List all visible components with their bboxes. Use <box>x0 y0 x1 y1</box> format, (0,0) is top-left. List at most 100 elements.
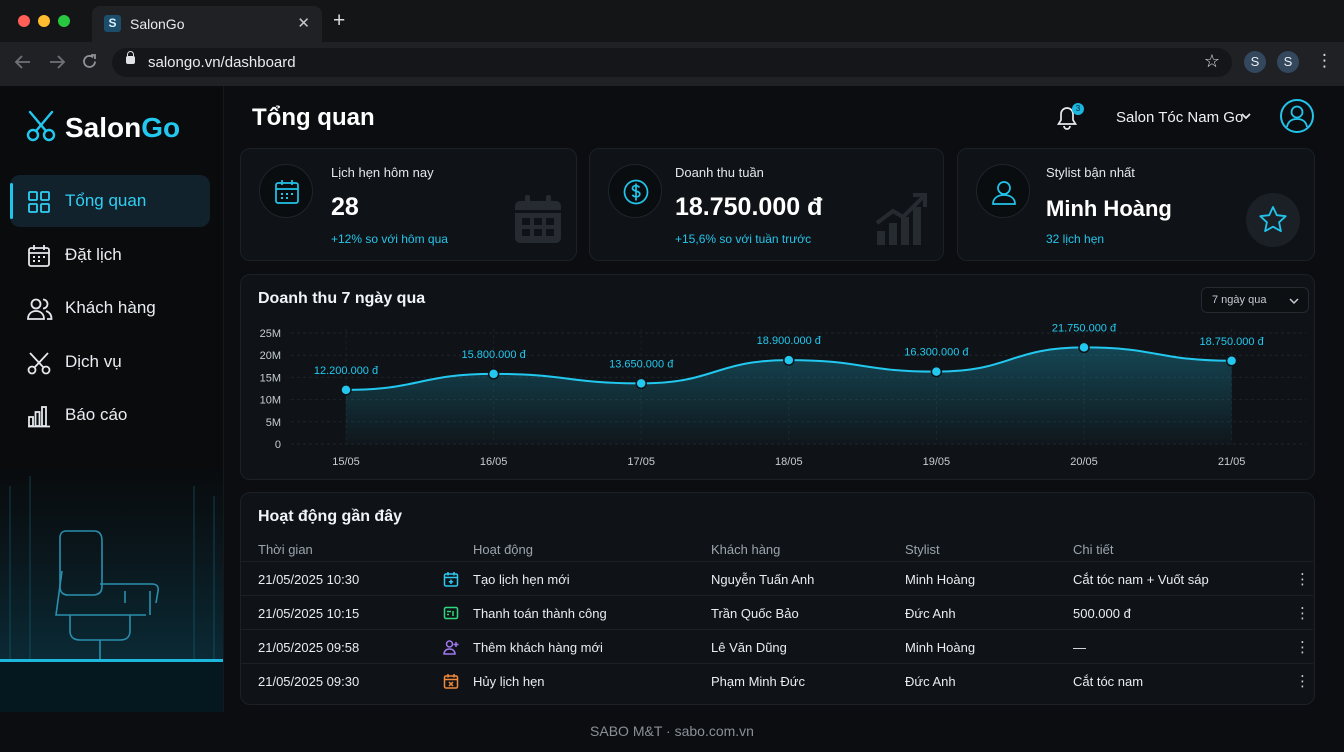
browser-menu-icon[interactable]: ⋮ <box>1316 51 1333 70</box>
scissors-icon <box>27 352 51 375</box>
cell-customer: Phạm Minh Đức <box>711 674 805 689</box>
stat-icon-circle <box>259 164 313 218</box>
maximize-window-button[interactable] <box>58 15 70 27</box>
sidebar-item-dich-vu[interactable]: Dịch vụ <box>10 336 210 388</box>
row-more-icon[interactable]: ⋮ <box>1295 571 1310 588</box>
salon-selector[interactable]: Salon Tóc Nam Go <box>1116 109 1244 126</box>
x-tick-label: 21/05 <box>1218 456 1246 468</box>
data-point <box>340 384 352 396</box>
cell-detail: Cắt tóc nam <box>1073 674 1144 689</box>
column-header-customer: Khách hàng <box>711 542 781 557</box>
growth-chart-watermark-icon <box>875 193 927 245</box>
row-more-icon[interactable]: ⋮ <box>1295 673 1310 690</box>
series-area <box>346 347 1232 444</box>
range-select[interactable]: 7 ngày qua <box>1201 287 1309 313</box>
sidebar-item-label: Đặt lịch <box>65 245 122 264</box>
row-more-icon[interactable]: ⋮ <box>1295 639 1310 656</box>
stat-card-top-stylist: Stylist bận nhất Minh Hoàng 32 lịch hẹn <box>957 148 1315 261</box>
cell-time: 21/05/2025 10:30 <box>258 572 360 587</box>
data-point <box>783 354 795 366</box>
stat-label: Stylist bận nhất <box>1046 165 1135 180</box>
range-select-value: 7 ngày qua <box>1212 294 1267 306</box>
column-header-action: Hoạt động <box>473 542 533 557</box>
close-tab-icon[interactable]: ✕ <box>297 15 310 32</box>
main-content: Tổng quan 3 Salon Tóc Nam Go Lịch hẹn hô… <box>224 86 1344 712</box>
cell-stylist: Đức Anh <box>905 674 956 689</box>
bar-chart-icon <box>28 406 50 428</box>
calendar-x-icon <box>443 674 459 689</box>
calendar-plus-icon <box>443 572 459 587</box>
column-header-detail: Chi tiết <box>1073 542 1114 557</box>
cell-detail: Cắt tóc nam + Vuốt sáp <box>1073 572 1209 587</box>
chevron-down-icon <box>1289 298 1299 305</box>
data-point <box>930 365 943 378</box>
users-icon <box>27 298 53 320</box>
sidebar-item-khach-hang[interactable]: Khách hàng <box>10 282 210 334</box>
cell-action: Thanh toán thành công <box>473 606 607 621</box>
data-label: 21.750.000 đ <box>1052 322 1117 334</box>
logo[interactable]: SalonGo <box>26 110 180 146</box>
new-tab-icon[interactable]: + <box>333 9 346 32</box>
y-tick-label: 0 <box>275 439 281 451</box>
reload-icon[interactable] <box>81 53 98 70</box>
table-row[interactable]: 21/05/2025 09:30 Hủy lịch hẹn Phạm Minh Đứ… <box>241 663 1313 697</box>
notification-badge: 3 <box>1072 103 1084 115</box>
cell-action: Hủy lịch hẹn <box>473 674 545 689</box>
bell-icon[interactable] <box>1056 106 1078 130</box>
chevron-down-icon[interactable] <box>1240 111 1252 121</box>
cell-time: 21/05/2025 09:58 <box>258 640 360 655</box>
star-badge <box>1246 193 1300 247</box>
y-tick-label: 20M <box>260 350 281 362</box>
y-tick-label: 10M <box>260 395 281 407</box>
x-tick-label: 18/05 <box>775 456 803 468</box>
extension-profile-1[interactable]: S <box>1244 51 1266 73</box>
data-point <box>487 368 500 380</box>
close-window-button[interactable] <box>18 15 30 27</box>
y-tick-label: 25M <box>260 328 281 340</box>
sidebar-item-bao-cao[interactable]: Báo cáo <box>10 389 210 441</box>
sidebar-item-label: Dịch vụ <box>65 352 122 371</box>
minimize-window-button[interactable] <box>38 15 50 27</box>
chart-title: Doanh thu 7 ngày qua <box>258 290 426 307</box>
avatar[interactable] <box>1280 99 1314 133</box>
bookmark-star-icon[interactable]: ☆ <box>1203 51 1220 71</box>
sidebar-item-label: Tổng quan <box>65 191 147 210</box>
sidebar-item-tong-quan[interactable]: Tổng quan <box>10 175 210 227</box>
cell-stylist: Minh Hoàng <box>905 572 976 587</box>
x-tick-label: 16/05 <box>480 456 508 468</box>
cell-customer: Lê Văn Dũng <box>711 640 787 655</box>
forward-icon[interactable] <box>48 54 66 70</box>
browser-tab[interactable]: S SalonGo ✕ <box>92 6 322 42</box>
scissors-logo-icon <box>26 110 56 142</box>
extension-profile-2[interactable]: S <box>1277 51 1299 73</box>
barber-chair-illustration <box>0 466 223 712</box>
stat-value: Minh Hoàng <box>1046 196 1172 221</box>
sidebar-item-label: Khách hàng <box>65 298 156 317</box>
stat-icon-circle <box>976 164 1030 218</box>
stat-change: +12% so với hôm qua <box>331 232 448 246</box>
cell-detail: 500.000 đ <box>1073 606 1131 621</box>
stat-icon-circle <box>608 164 662 218</box>
tab-bar: S SalonGo ✕ + <box>0 0 1344 42</box>
data-label: 15.800.000 đ <box>461 349 526 361</box>
data-label: 18.900.000 đ <box>757 335 822 347</box>
grid-icon <box>28 191 50 213</box>
cell-time: 21/05/2025 10:15 <box>258 606 360 621</box>
data-label: 13.650.000 đ <box>609 358 674 370</box>
table-row[interactable]: 21/05/2025 09:58 Thêm khách hàng mới Lê Vă… <box>241 629 1313 663</box>
favicon: S <box>104 15 121 32</box>
column-header-stylist: Stylist <box>905 542 940 557</box>
back-icon[interactable] <box>14 54 32 70</box>
address-bar[interactable]: salongo.vn/dashboard ☆ <box>112 48 1232 77</box>
row-more-icon[interactable]: ⋮ <box>1295 605 1310 622</box>
data-label: 16.300.000 đ <box>904 347 969 359</box>
stat-change: 32 lịch hẹn <box>1046 232 1105 246</box>
sidebar-item-dat-lich[interactable]: Đặt lịch <box>10 229 210 281</box>
revenue-chart-card: Doanh thu 7 ngày qua 7 ngày qua 0 5M 10M 15… <box>240 274 1315 480</box>
table-row[interactable]: 21/05/2025 10:15 Thanh toán thành công Trầ… <box>241 595 1313 629</box>
table-row[interactable]: 21/05/2025 10:30 Tạo lịch hẹn mới Nguyễn T… <box>241 561 1313 595</box>
y-tick-label: 5M <box>266 417 281 429</box>
recent-activity-card: Hoạt động gần đây Thời gian Hoạt động Kh… <box>240 492 1315 705</box>
sidebar: SalonGo Tổng quan Đặt lịch Khách hàng Dị… <box>0 86 224 712</box>
x-tick-label: 17/05 <box>627 456 655 468</box>
